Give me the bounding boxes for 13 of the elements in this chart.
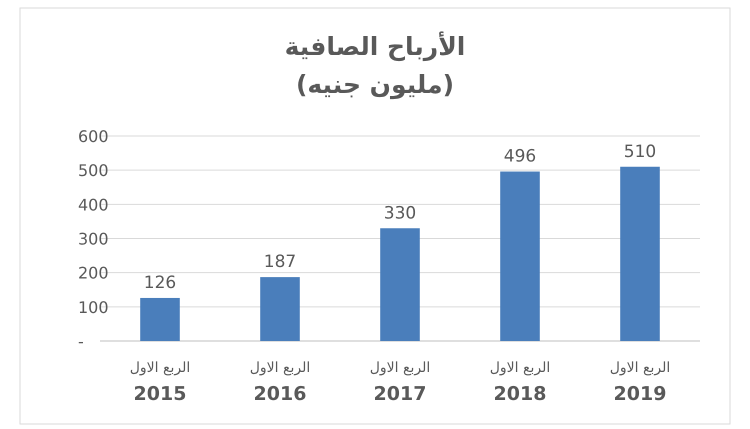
y-tick-label: 100 [78,298,109,317]
data-label: 510 [624,142,656,162]
y-tick-label: - [78,332,84,351]
y-tick-label: 400 [78,195,109,214]
y-tick-label: 500 [78,161,109,180]
data-label: 126 [144,272,176,293]
y-tick-label: 300 [78,230,109,248]
title: الأرباح الصافية (مليون جنيه) [284,32,466,99]
data-label: 496 [504,146,536,167]
y-tick-label: 600 [78,127,109,146]
data-label: 330 [384,203,416,224]
data-label: 187 [264,252,296,272]
y-tick-label: 200 [78,264,109,283]
